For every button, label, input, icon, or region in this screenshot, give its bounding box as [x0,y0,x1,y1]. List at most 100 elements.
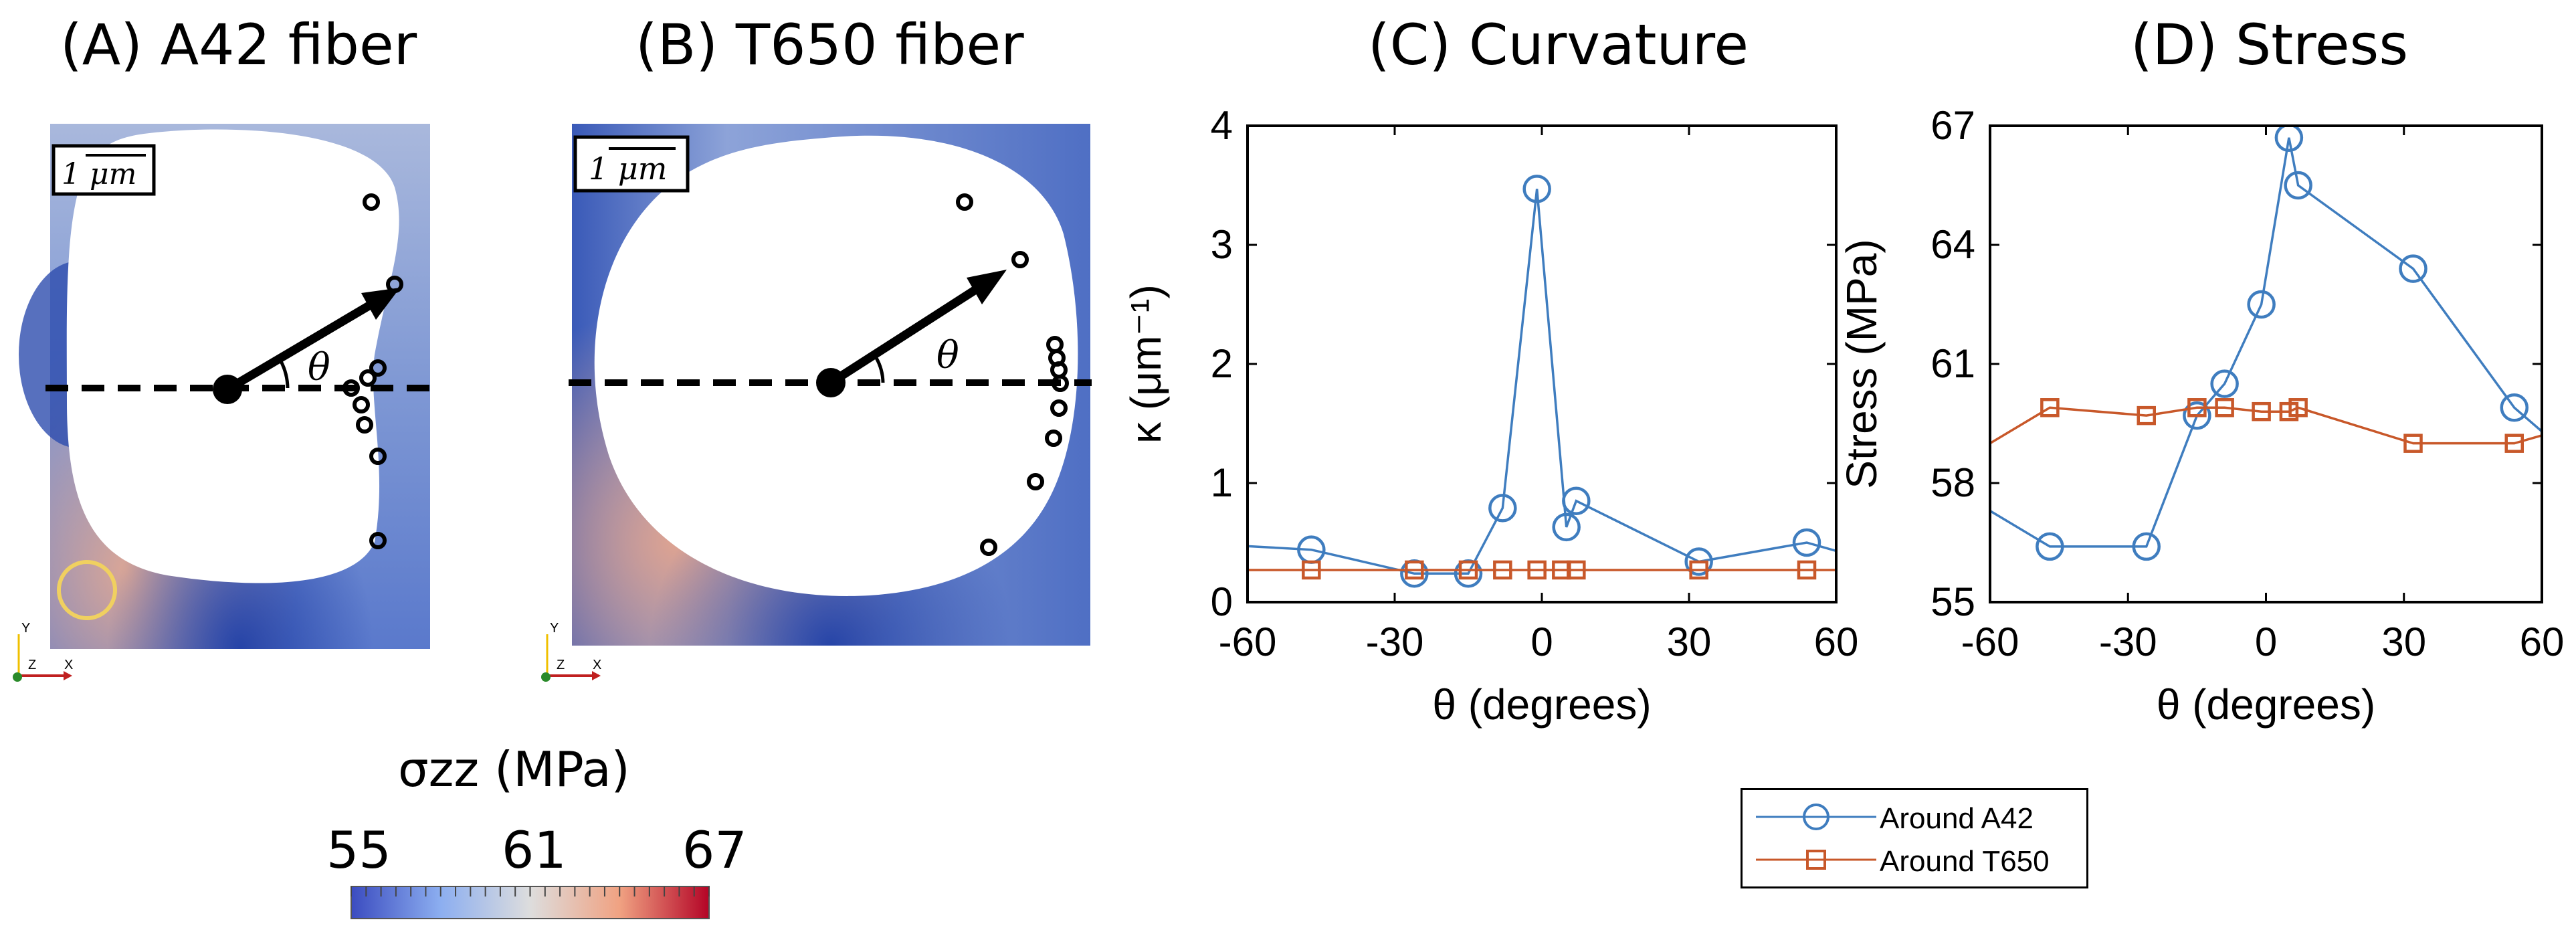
data-point [2210,369,2239,398]
data-point [2040,398,2060,417]
svg-text:X: X [64,658,73,672]
panel-d-title: (D) Stress [2131,12,2409,78]
stress-xlabel: θ (degrees) [2157,680,2375,729]
data-point [2132,532,2161,561]
x-tick-label: 0 [1530,620,1553,664]
legend-a42-label: Around A42 [1880,802,2034,835]
y-tick-label: 61 [1930,341,1975,386]
x-tick-label: 60 [2520,620,2565,664]
highlight-circle [57,560,117,620]
x-tick-label: 30 [1667,620,1712,664]
legend: Around A42 Around T650 [1741,788,2088,888]
b-theta-label: θ [936,334,959,377]
svg-text:X: X [593,658,601,672]
a42-fiber-shape [66,129,399,583]
panel-b-title: (B) T650 fiber [635,12,1024,78]
x-tick-label: 0 [2255,620,2277,664]
data-point [2500,393,2529,422]
b-center-dot [816,368,846,397]
panel-a-title: (A) A42 fiber [60,12,417,78]
data-point [2247,290,2276,319]
y-tick-label: 67 [1930,103,1975,148]
series-a42 [1990,126,2542,561]
data-point [1552,512,1581,542]
series-line [1990,137,2542,548]
curvature-ylabel: κ (μm⁻¹) [1122,284,1170,444]
svg-text:Z: Z [557,658,565,672]
y-tick-label: 1 [1211,460,1233,505]
stress-ylabel: Stress (MPa) [1838,239,1886,488]
y-tick-label: 2 [1211,341,1233,386]
colorbar-title: σzz (MPa) [398,741,630,797]
data-point [1562,486,1591,515]
series-a42 [1248,175,1836,588]
data-point [1797,560,1817,580]
b-arrow-head [967,270,1007,304]
legend-t650-label: Around T650 [1880,845,2050,878]
y-tick-label: 64 [1930,222,1975,267]
svg-text:Y: Y [21,621,30,636]
y-tick-label: 4 [1211,103,1233,148]
x-tick-label: -60 [1219,620,1277,664]
data-point [2183,401,2211,430]
data-point [2399,254,2428,283]
colorbar [351,886,710,919]
curvature-frame [1246,124,1838,603]
curvature-chart: -60 -30 0 30 60 0 1 2 3 4 θ (degrees) κ (μm⁻¹) [1122,103,1858,729]
legend-a42-marker [1756,804,1876,830]
data-point [1458,560,1478,580]
data-point [1493,560,1512,580]
a-sample-points [342,193,403,549]
a-center-dot [213,375,242,404]
data-point [1302,560,1321,580]
b-scale-bar [573,135,690,193]
a-axis-triad: Y Z X [13,621,73,682]
stress-frame [1989,124,2543,603]
charts: -60 -30 0 30 60 0 1 2 3 4 θ (degrees) κ (μm⁻¹) -60 -3… [1122,103,2564,729]
data-point [2252,401,2271,421]
x-tick-label: 60 [1814,620,1859,664]
a-scale-bar-label: 1 μm [62,157,136,191]
a-radius-arrow [225,298,377,393]
data-point [2288,398,2308,417]
data-point [2187,398,2207,417]
y-tick-label: 58 [1930,460,1975,505]
data-point [1792,528,1821,557]
data-point [2274,126,2304,153]
fiber-a-field: θ 1 μm [19,124,435,649]
series-line [1990,406,2542,445]
data-point [1684,547,1713,576]
data-point [1527,560,1547,580]
legend-item-t650: Around T650 [1743,840,2086,880]
x-tick-label: -60 [1961,620,2019,664]
data-point [2036,532,2064,561]
series-t650 [1248,560,1836,580]
data-point [2284,171,2312,200]
svg-text:Z: Z [28,658,36,672]
y-tick-label: 3 [1211,222,1233,267]
data-point [2504,434,2524,453]
data-point [2403,434,2423,453]
y-tick-label: 0 [1211,579,1233,624]
t650-fiber-shape [594,135,1078,596]
data-point [2137,405,2156,426]
series-line [1248,189,1836,575]
colorbar-tick-min: 55 [326,820,391,880]
data-point [1689,560,1708,580]
data-point [1522,175,1551,203]
data-point [2215,398,2234,417]
data-point [1567,560,1586,580]
colorbar-tick-max: 67 [682,820,747,880]
x-tick-label: -30 [1366,620,1424,664]
stress-chart: -60 -30 0 30 60 55 58 61 64 67 θ (degrees) Stress (… [1838,103,2564,729]
b-sample-points [956,193,1069,556]
colorbar-tick-mid: 61 [502,820,567,880]
fiber-b-field: θ 1 μm [569,124,1092,646]
legend-t650-marker [1756,850,1876,870]
x-tick-label: -30 [2099,620,2157,664]
legend-item-a42: Around A42 [1743,797,2086,837]
b-axis-triad: Y Z X [541,621,601,682]
x-tick-label: 30 [2381,620,2426,664]
y-tick-label: 55 [1930,579,1975,624]
